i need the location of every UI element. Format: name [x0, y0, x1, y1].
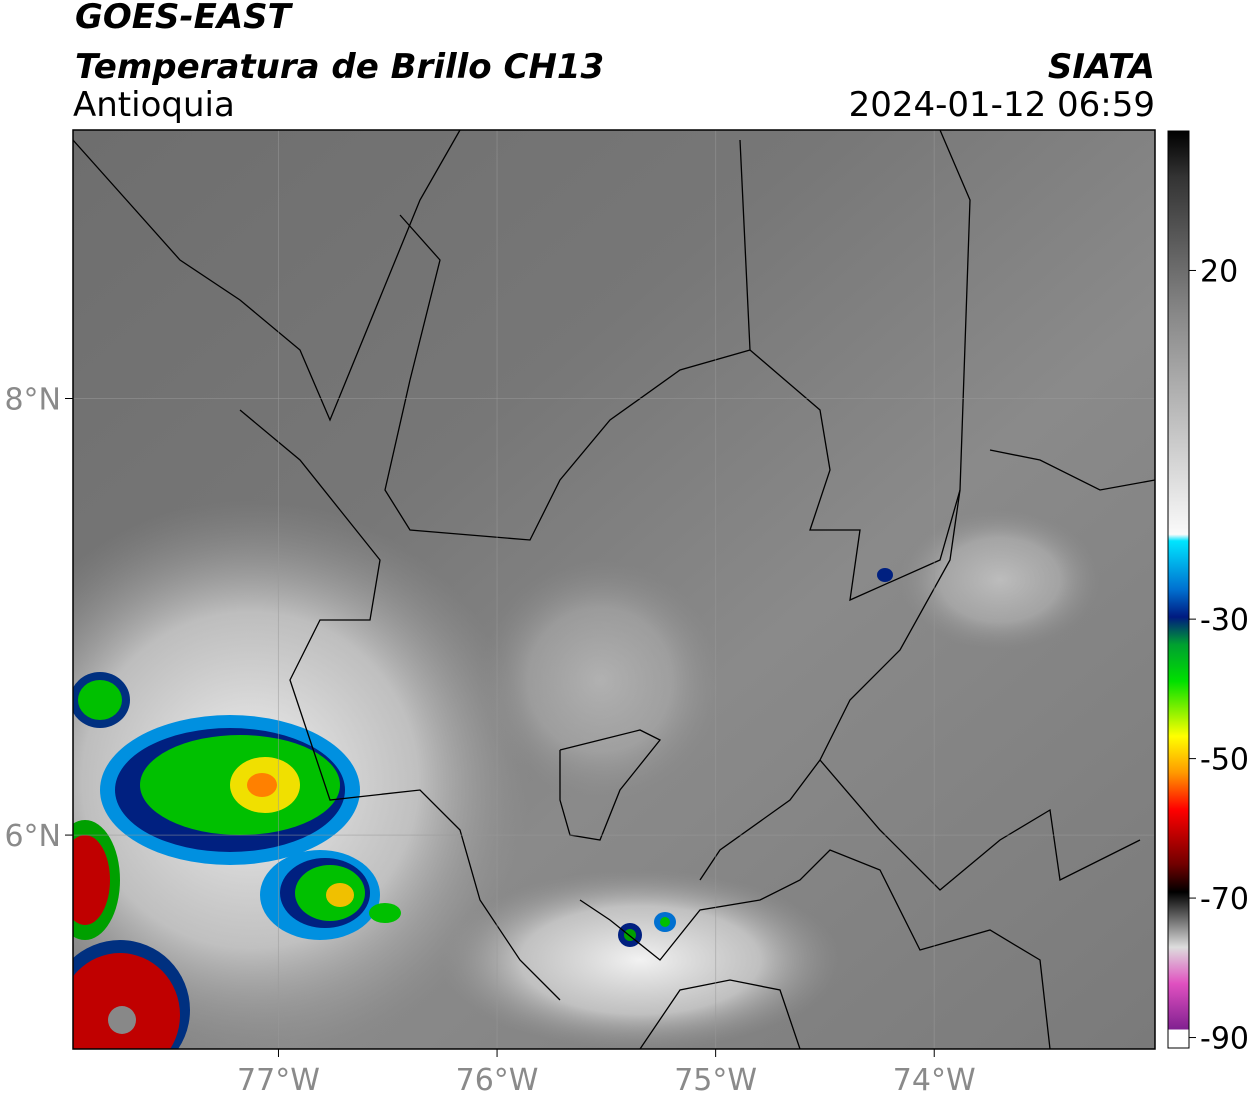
title: GOES-EAST [75, 0, 294, 37]
colorbar-tick-label: -30 [1200, 603, 1249, 638]
colorbar-tick-label: -70 [1200, 882, 1249, 917]
colorbar-tick-label: -90 [1200, 1022, 1249, 1057]
borders [73, 130, 1155, 1049]
convective-cells [73, 568, 893, 1049]
lon-tick-label: 75°W [674, 1063, 757, 1098]
datetime: 2024-01-12 06:59 [849, 85, 1155, 125]
lon-tick-label: 77°W [237, 1063, 320, 1098]
colorbar [1167, 130, 1190, 1049]
lon-tick-label: 74°W [893, 1063, 976, 1098]
lat-tick-label: 8°N [4, 382, 61, 417]
lat-tick-label: 6°N [4, 819, 61, 854]
colorbar-tick-label: -50 [1200, 743, 1249, 778]
graticule [65, 130, 1155, 1057]
colorbar-tick-label: 20 [1200, 254, 1238, 289]
lon-tick-label: 76°W [456, 1063, 539, 1098]
subtitle: Temperatura de Brillo CH13 [75, 47, 604, 87]
region: Antioquia [73, 85, 235, 125]
map-image [73, 130, 1155, 1049]
source: SIATA [1048, 47, 1155, 87]
map-frame [72, 129, 1156, 1050]
